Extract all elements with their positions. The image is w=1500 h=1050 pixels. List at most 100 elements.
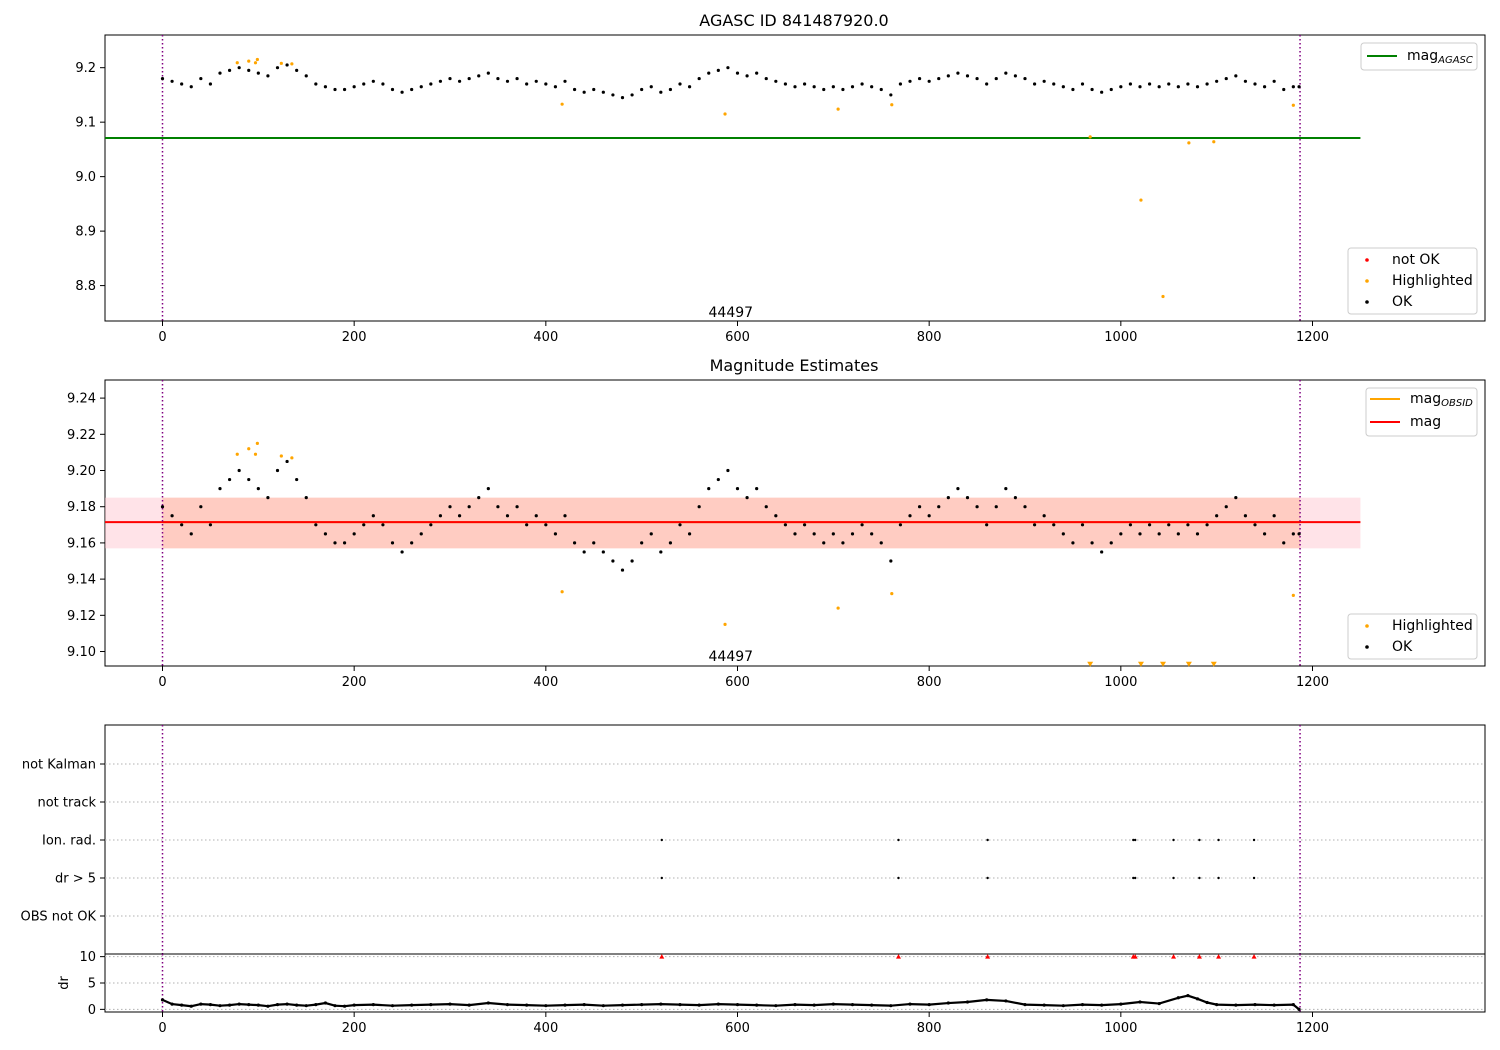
p1-xtick-label: 400 (533, 330, 558, 345)
p1-highlighted-point (723, 112, 727, 116)
p2-ok-point (544, 523, 548, 527)
p4-dr-point (1157, 1001, 1161, 1006)
p1-highlighted-point (247, 59, 251, 63)
p4-dr-point (774, 1004, 778, 1008)
p1-ok-point (256, 71, 260, 75)
p1-ok-point (582, 90, 586, 94)
p2-highlighted-point (235, 452, 239, 456)
p3-category-label: Ion. rad. (42, 834, 96, 849)
p2-ok-point (1262, 532, 1267, 536)
p2-ok-point (323, 532, 328, 536)
p1-ok-point (716, 68, 720, 73)
p4-dr-point (371, 1003, 375, 1007)
p4-dr-point (189, 1004, 193, 1008)
p2-ok-point (486, 487, 490, 491)
p2-ok-point (1243, 514, 1248, 518)
p1-ok-point (601, 90, 605, 94)
p1-ok-point (467, 76, 471, 81)
p2-ok-point (994, 505, 998, 509)
p2-ok-point (180, 523, 184, 527)
p1-ok-point (160, 76, 165, 81)
p2-ok-point (726, 468, 730, 473)
p4-dr-point (812, 1003, 816, 1007)
p4-xtick-label: 200 (342, 1021, 367, 1036)
p2-ok-point (1215, 514, 1219, 518)
p4-dr-point (505, 1003, 510, 1007)
p2-ok-point (429, 523, 433, 527)
p2-ok-point (467, 505, 471, 509)
p1-ok-point (802, 82, 807, 86)
p3-flag-point (986, 838, 989, 842)
p4-dr-point (1215, 1003, 1219, 1007)
p2-ok-point (1004, 487, 1008, 491)
p1-ytick-label: 9.0 (75, 170, 96, 185)
p1-ok-point (429, 82, 433, 86)
p2-highlighted-point (279, 454, 283, 458)
p4-dr-point (927, 1003, 931, 1007)
p1-ok-point (352, 85, 356, 89)
p1-ok-point (371, 79, 375, 83)
p4-dr-point (755, 1003, 759, 1007)
p2-ok-point (515, 505, 519, 509)
p1-highlighted-point (560, 102, 564, 106)
panel-1-plot-area: 0 200 400 600 800 1000 1200 8.8 8.9 9.0 9.1 9.2 (75, 35, 1361, 345)
p2-ok-point (457, 514, 462, 518)
p2-ok-point (1052, 523, 1056, 527)
p4-xtick-label: 1000 (1104, 1021, 1137, 1036)
panel-2-annotation: 44497 (709, 649, 754, 665)
p2-ok-point (342, 541, 347, 545)
p2-ok-point (668, 541, 673, 545)
p2-ok-point (563, 514, 567, 518)
panel-3-plot-area: not Kalman not track Ion. rad. dr > 5 OBS no… (21, 725, 1485, 954)
p3-category-label: dr > 5 (55, 872, 96, 887)
p1-ok-point (1023, 76, 1027, 81)
p1-ok-point (544, 82, 548, 86)
p2-ok-point (352, 532, 356, 536)
p4-xtick-label: 0 (158, 1021, 166, 1036)
p2-ok-point (745, 496, 749, 500)
p3-flag-point (986, 876, 989, 880)
p1-ok-point (496, 76, 500, 81)
p2-ok-point (870, 532, 874, 536)
p1-ok-point (1253, 82, 1257, 86)
p2-xtick-label: 0 (158, 675, 166, 690)
p4-dr-point (1138, 1000, 1142, 1004)
p2-highlighted-below-range--point (1087, 661, 1094, 667)
p4-dr-point (295, 1003, 299, 1007)
p1-ok-point (1061, 85, 1065, 89)
legend-2-highlighted-label: Highlighted (1392, 618, 1473, 634)
p2-ok-point (611, 559, 615, 563)
p2-ok-point (735, 487, 740, 491)
p2-ok-point (1205, 523, 1209, 527)
p1-ok-point (390, 87, 395, 92)
p1-ok-point (515, 76, 519, 81)
p2-ok-point (774, 514, 778, 518)
p1-ytick-label: 8.9 (75, 225, 96, 240)
p4-dr-point (160, 998, 165, 1002)
p1-ok-point (275, 66, 280, 70)
p2-ok-point (1195, 532, 1200, 536)
p2-ok-point (1042, 514, 1046, 518)
p2-ok-point (860, 523, 864, 527)
p1-ok-point (1090, 87, 1094, 92)
p1-ok-point (1205, 82, 1209, 86)
p4-dr-point (563, 1003, 567, 1007)
p2-highlighted-point (836, 606, 840, 610)
p1-xtick-label: 800 (917, 330, 942, 345)
p1-ok-point (525, 82, 529, 86)
p2-ok-point (208, 523, 213, 527)
p2-highlighted-point (560, 590, 564, 594)
p1-ok-point (333, 87, 337, 92)
p2-highlighted-point (247, 447, 251, 451)
p2-ok-point (1147, 523, 1152, 527)
p4-dr-point (256, 1003, 260, 1007)
p1-xtick-label: 1000 (1104, 330, 1137, 345)
p4-dr-point (1080, 1003, 1085, 1007)
p4-dr-point (410, 1003, 414, 1007)
p1-ok-point (553, 85, 558, 89)
p4-xtick-label: 800 (917, 1021, 942, 1036)
p4-dr-point (342, 1004, 347, 1008)
p4-dr-point (1195, 997, 1200, 1001)
p2-ytick-label: 9.10 (67, 645, 96, 660)
p1-highlighted-point (1088, 135, 1092, 139)
